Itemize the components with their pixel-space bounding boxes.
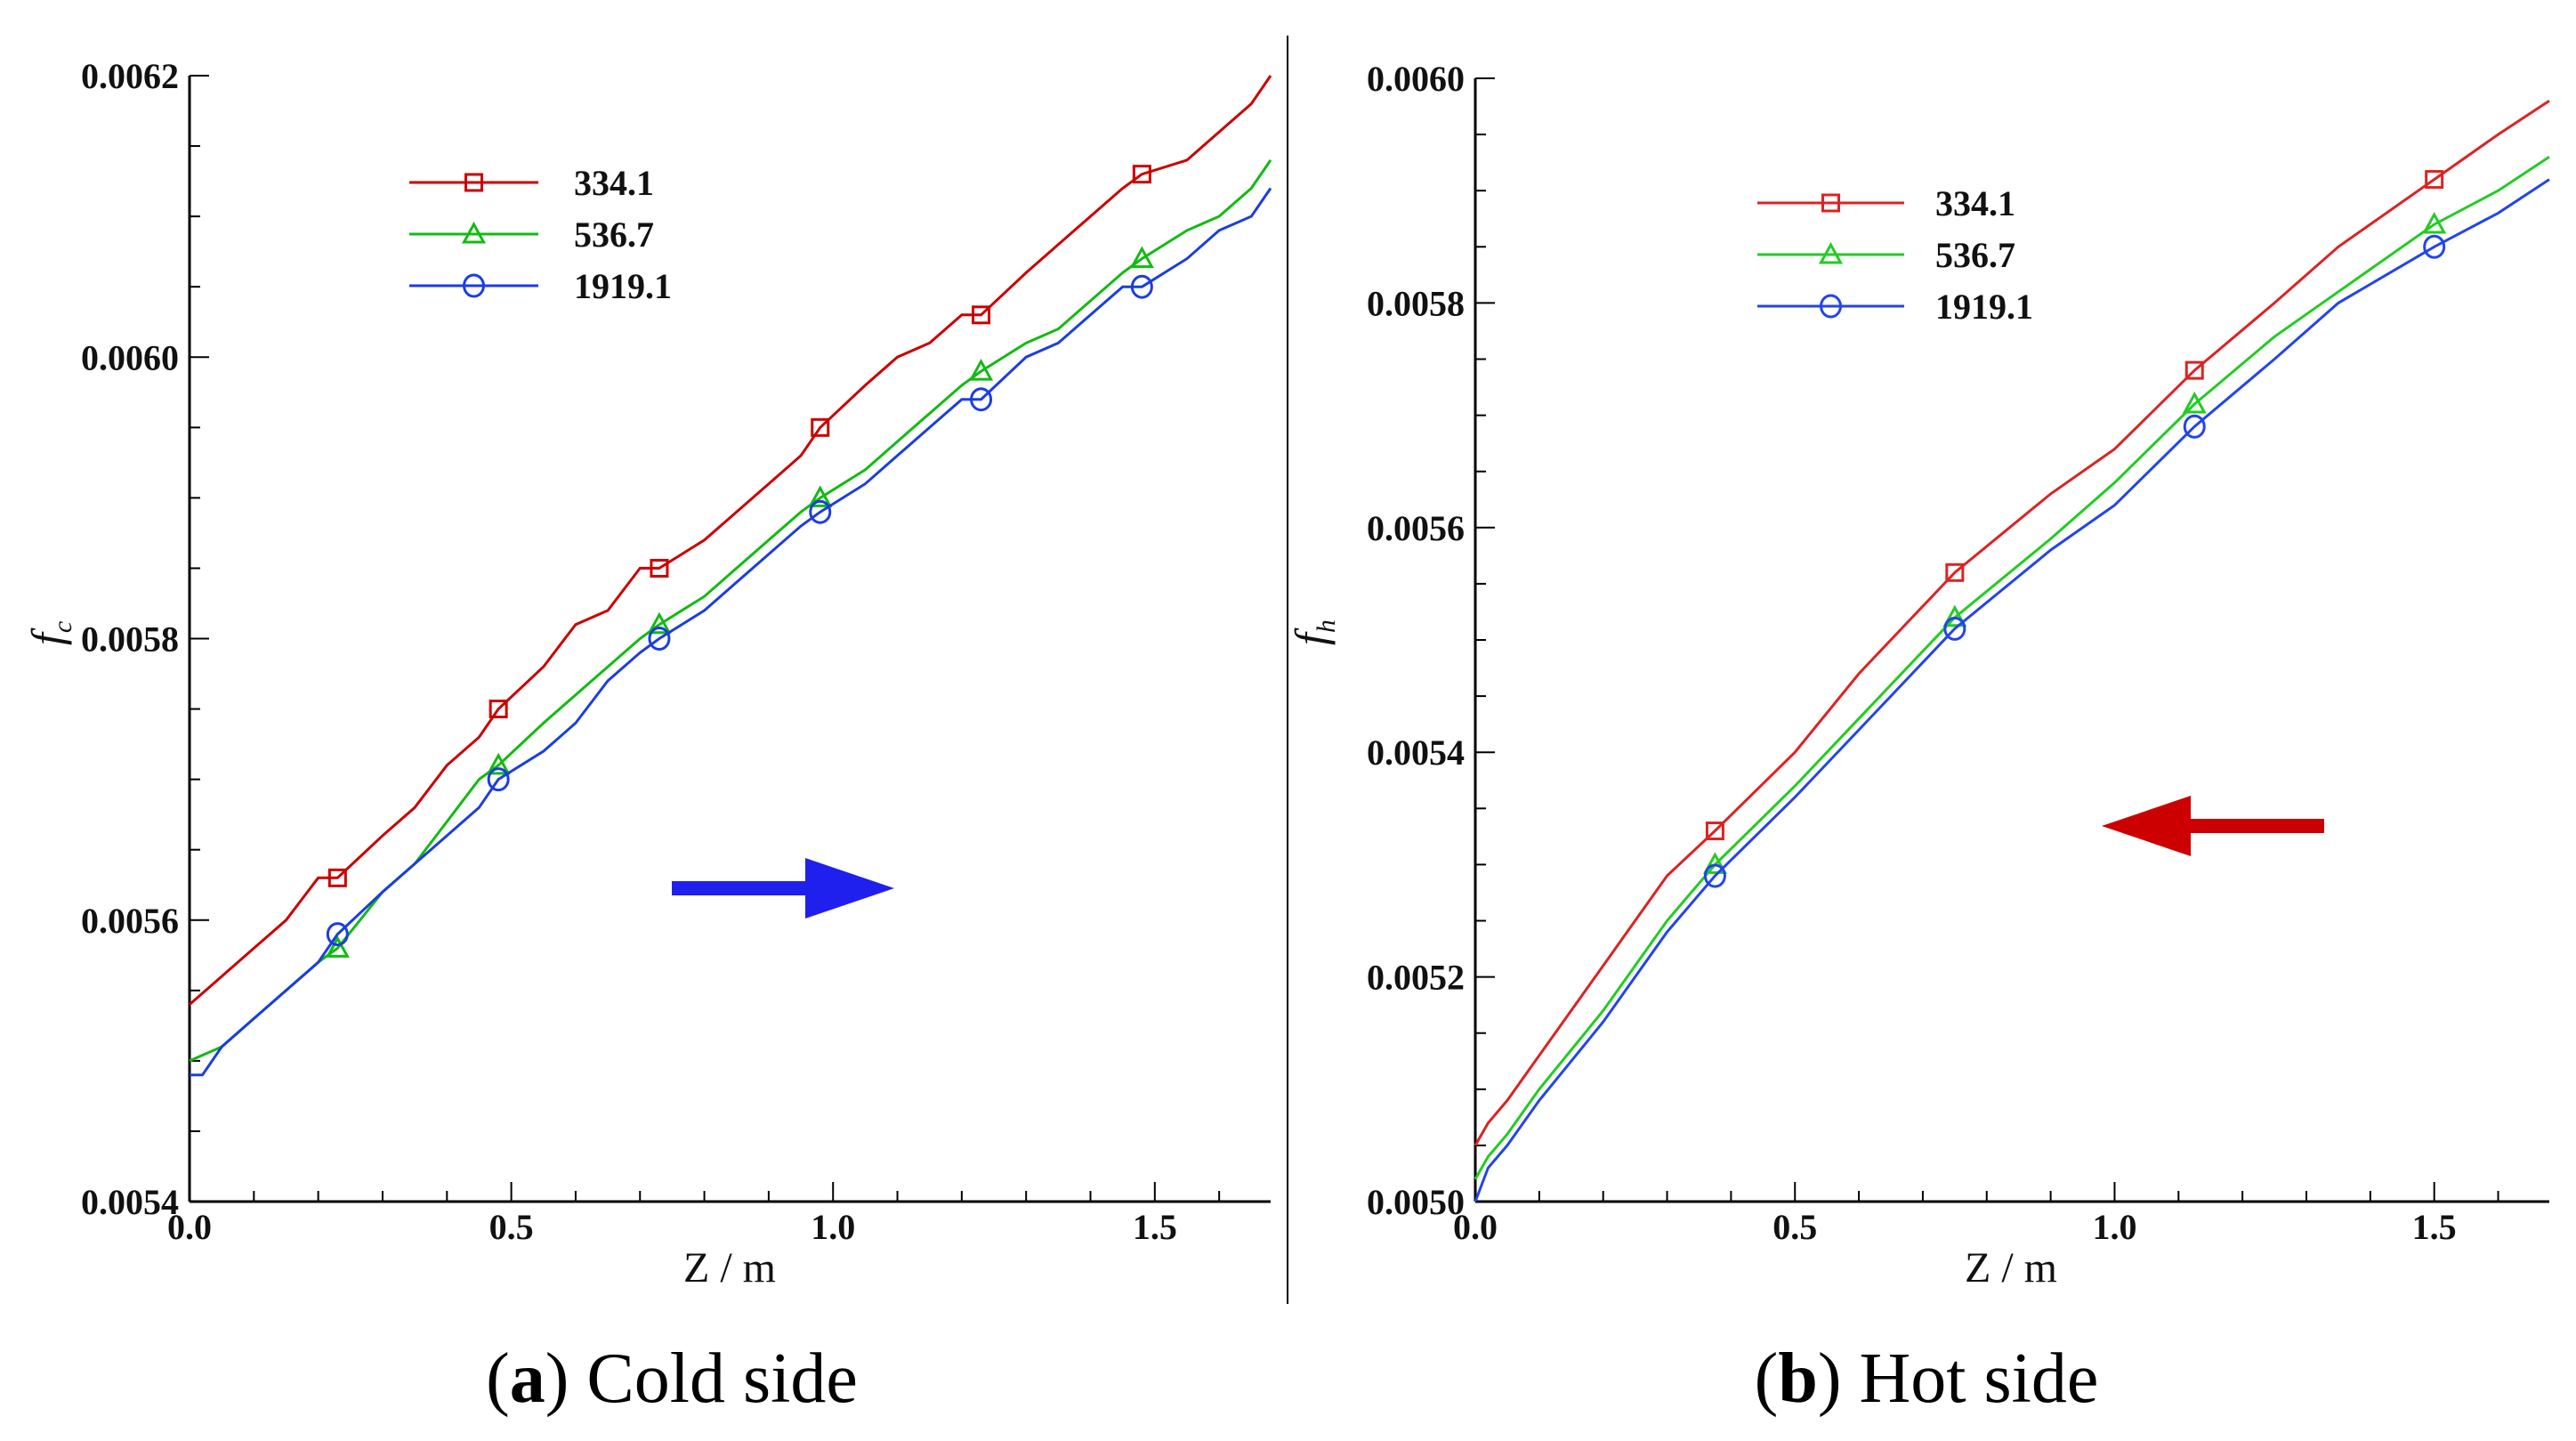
data-point-1919.1 — [648, 627, 671, 651]
data-point-1919.1 — [2183, 414, 2206, 439]
data-point-1919.1 — [1703, 863, 1726, 888]
y-tick-label: 0.0062 — [81, 56, 179, 96]
legend-label-1919.1: 1919.1 — [1935, 287, 2033, 327]
data-point-1919.1 — [326, 922, 349, 947]
data-point-1919.1 — [809, 499, 832, 524]
data-point-536.7 — [647, 611, 672, 635]
legend-marker-536.7 — [461, 221, 487, 244]
data-point-1919.1 — [487, 767, 510, 792]
data-point-536.7 — [2422, 211, 2447, 234]
data-point-334.1 — [1945, 563, 1965, 582]
panel-cold-side: 0.0054 0.0056 0.0058 0.0060 0.0062 0.0 0.5 1.0 1… — [22, 56, 1272, 1291]
data-point-1919.1 — [1943, 616, 1966, 641]
y-axis-label: fc — [22, 621, 77, 645]
x-tick-label: 0.5 — [1773, 1207, 1817, 1247]
panel-hot-side: 0.0050 0.0052 0.0054 0.0056 0.0058 0.0060 0.0 0… — [1286, 59, 2550, 1291]
data-point-536.7 — [1702, 852, 1727, 874]
series-line-1919.1 — [1474, 178, 2550, 1202]
y-axis-label: fh — [1286, 619, 1341, 645]
legend-label-334.1: 334.1 — [574, 163, 654, 203]
y-tick-label: 0.0058 — [81, 619, 179, 660]
series-line-1919.1 — [190, 187, 1272, 1077]
flow-arrow-head — [2102, 796, 2191, 856]
caption-a-text: Cold side — [586, 1340, 857, 1418]
data-point-334.1 — [2184, 360, 2204, 380]
legend-label-334.1: 334.1 — [1935, 183, 2015, 223]
data-point-334.1 — [2425, 170, 2444, 190]
x-tick-label: 0.0 — [1453, 1207, 1498, 1247]
data-point-536.7 — [325, 935, 350, 958]
x-tick-label: 1.5 — [1133, 1207, 1177, 1247]
series-line-334.1 — [189, 75, 1272, 1006]
y-tick-label: 0.0056 — [1367, 508, 1465, 548]
data-point-536.7 — [2182, 391, 2207, 414]
data-point-536.7 — [808, 485, 833, 507]
x-tick-label: 0.0 — [167, 1207, 212, 1247]
legend-label-536.7: 536.7 — [1935, 235, 2015, 275]
series-line-334.1 — [1474, 99, 2550, 1146]
data-point-536.7 — [1942, 604, 1967, 627]
data-point-536.7 — [486, 752, 511, 775]
data-point-536.7 — [1129, 246, 1154, 269]
x-tick-label: 0.5 — [489, 1207, 534, 1247]
series-line-536.7 — [1474, 156, 2550, 1180]
caption-b-letter: b — [1778, 1340, 1818, 1418]
data-point-1919.1 — [970, 387, 993, 412]
caption-b: (b) Hot side — [1755, 1340, 2099, 1418]
data-point-536.7 — [969, 358, 994, 381]
y-tick-label: 0.0054 — [81, 1182, 179, 1222]
x-axis-label: Z / m — [683, 1244, 776, 1291]
x-axis-label: Z / m — [1965, 1244, 2057, 1291]
data-point-334.1 — [1132, 165, 1151, 184]
data-point-1919.1 — [1130, 274, 1153, 299]
data-point-334.1 — [1705, 822, 1724, 841]
data-point-334.1 — [972, 305, 991, 325]
y-tick-label: 0.0060 — [81, 337, 179, 377]
caption-a-letter: a — [510, 1340, 545, 1418]
flow-arrow-head — [805, 858, 894, 919]
legend-marker-334.1 — [464, 173, 483, 192]
y-tick-label: 0.0054 — [1367, 733, 1465, 773]
x-tick-label: 1.5 — [2412, 1207, 2457, 1247]
legend-marker-536.7 — [1818, 241, 1844, 264]
caption-b-text: Hot side — [1859, 1340, 2098, 1418]
legend-marker-1919.1 — [463, 273, 485, 298]
y-tick-label: 0.0052 — [1367, 958, 1465, 998]
data-point-334.1 — [489, 700, 508, 719]
y-tick-label: 0.0060 — [1367, 59, 1465, 99]
x-tick-label: 1.0 — [2092, 1207, 2136, 1247]
caption-a: (a) Cold side — [486, 1340, 858, 1418]
y-axis-label-sub: h — [1312, 619, 1341, 633]
y-tick-label: 0.0050 — [1367, 1182, 1465, 1222]
data-point-1919.1 — [2423, 234, 2446, 259]
y-tick-label: 0.0058 — [1367, 283, 1465, 323]
data-point-334.1 — [327, 868, 347, 887]
legend-label-1919.1: 1919.1 — [574, 266, 672, 306]
legend-marker-334.1 — [1821, 193, 1840, 213]
y-axis-label-sub: c — [48, 621, 77, 633]
legend-label-536.7: 536.7 — [574, 215, 654, 255]
x-tick-label: 1.0 — [811, 1207, 855, 1247]
series-line-536.7 — [189, 159, 1272, 1063]
y-tick-label: 0.0056 — [81, 901, 179, 941]
legend-marker-1919.1 — [1820, 294, 1842, 319]
data-point-334.1 — [650, 558, 669, 578]
data-point-334.1 — [811, 417, 830, 437]
